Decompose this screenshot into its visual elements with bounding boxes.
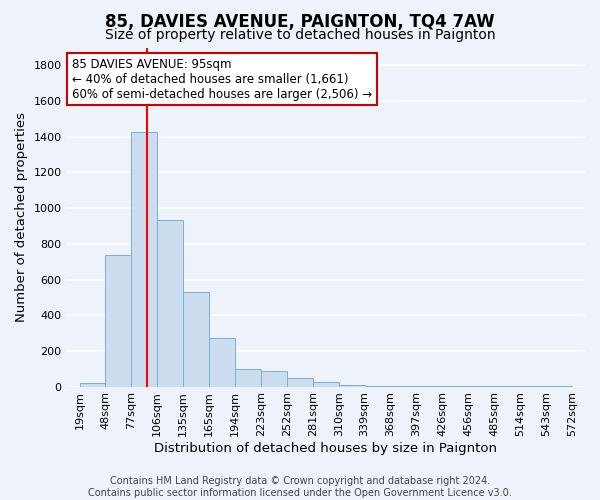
Bar	[80, 383, 106, 386]
Text: 85 DAVIES AVENUE: 95sqm
← 40% of detached houses are smaller (1,661)
60% of semi: 85 DAVIES AVENUE: 95sqm ← 40% of detache…	[72, 58, 372, 100]
Bar	[209, 338, 235, 386]
Text: Size of property relative to detached houses in Paignton: Size of property relative to detached ho…	[104, 28, 496, 42]
Bar	[339, 385, 365, 386]
Bar	[131, 132, 157, 386]
Bar	[106, 256, 131, 386]
Text: Contains HM Land Registry data © Crown copyright and database right 2024.
Contai: Contains HM Land Registry data © Crown c…	[88, 476, 512, 498]
Bar	[183, 292, 209, 386]
Bar	[313, 382, 339, 386]
Text: 85, DAVIES AVENUE, PAIGNTON, TQ4 7AW: 85, DAVIES AVENUE, PAIGNTON, TQ4 7AW	[105, 12, 495, 30]
Bar	[287, 378, 313, 386]
Y-axis label: Number of detached properties: Number of detached properties	[15, 112, 28, 322]
Bar	[261, 370, 287, 386]
X-axis label: Distribution of detached houses by size in Paignton: Distribution of detached houses by size …	[154, 442, 497, 455]
Bar	[235, 368, 261, 386]
Bar	[157, 220, 183, 386]
